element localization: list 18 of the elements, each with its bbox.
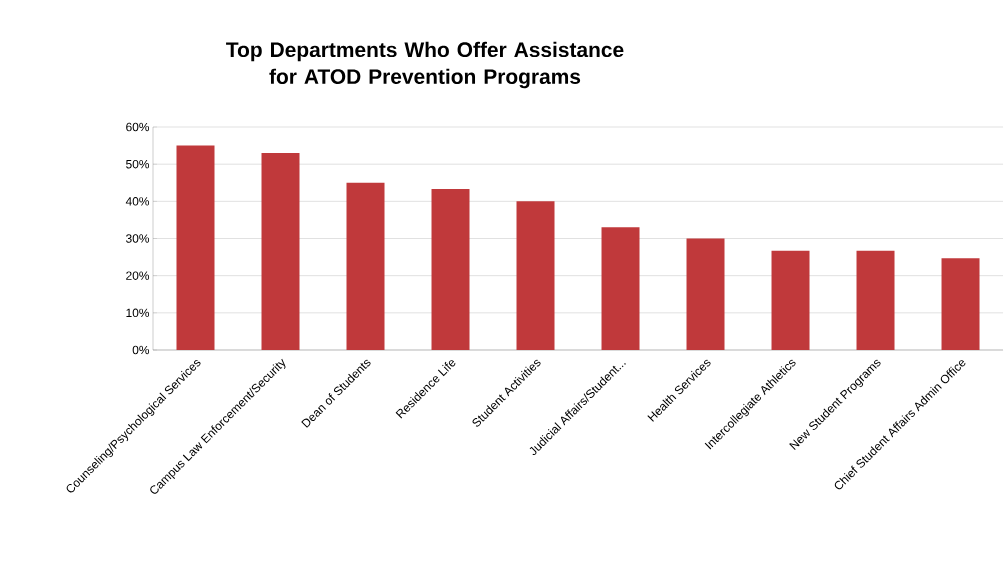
bar — [346, 182, 385, 350]
bar — [176, 145, 215, 350]
y-tick-label: 10% — [126, 308, 150, 318]
bar — [261, 153, 300, 350]
chart-title: Top Departments Who Offer Assistance for ATOD Prevention Programs — [226, 41, 624, 89]
bar — [771, 250, 810, 350]
bar — [686, 238, 725, 350]
y-tick-label: 30% — [126, 234, 150, 243]
y-tick-label: 60% — [126, 122, 150, 132]
y-tick-label: 20% — [126, 271, 150, 280]
bar — [601, 227, 640, 350]
y-tick-label: 50% — [126, 159, 150, 169]
bar — [431, 189, 470, 350]
bar — [941, 258, 980, 350]
y-tick-label: 40% — [125, 197, 150, 206]
bar — [516, 201, 555, 350]
y-tick-label: 0% — [132, 345, 150, 355]
bar — [856, 250, 895, 350]
